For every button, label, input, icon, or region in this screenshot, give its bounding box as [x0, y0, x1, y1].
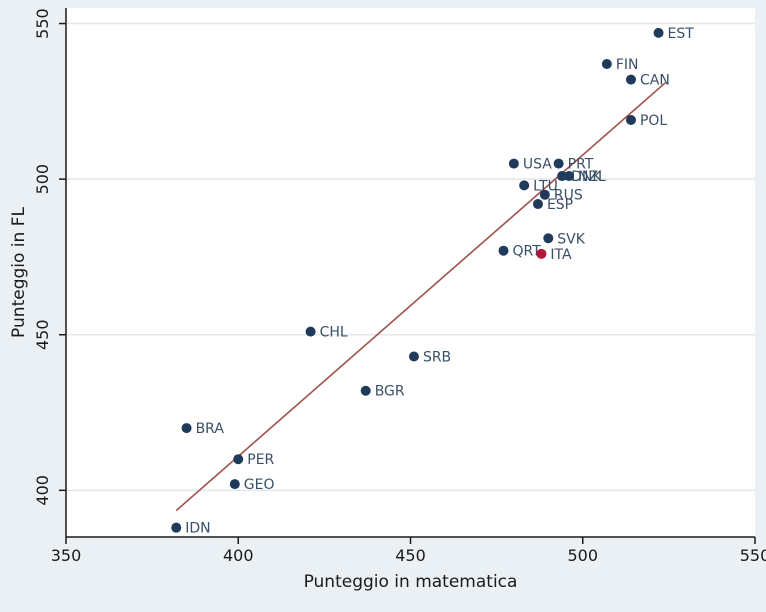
point-nzl: [563, 171, 574, 182]
y-tick-label: 400: [33, 475, 52, 506]
point-prt: [553, 158, 564, 169]
point-label-can: CAN: [640, 73, 670, 89]
point-label-dnk: DNK: [571, 169, 602, 185]
point-label-usa: USA: [523, 157, 552, 173]
point-per: [233, 454, 244, 465]
point-label-ita: ITA: [550, 247, 572, 263]
fit-line: [175, 82, 666, 512]
point-ita: [536, 248, 547, 259]
point-label-ltu: LTU: [533, 178, 558, 194]
point-geo: [229, 479, 240, 490]
point-label-per: PER: [247, 452, 274, 468]
plot-area: [66, 8, 755, 537]
x-tick-label: 350: [51, 546, 82, 565]
point-dnk: [557, 171, 568, 182]
point-idn: [171, 522, 182, 533]
gridlines: [66, 22, 755, 492]
point-usa: [508, 158, 519, 169]
point-qrt: [498, 245, 509, 256]
y-tick-label: 550: [33, 8, 52, 39]
point-label-chl: CHL: [320, 325, 348, 341]
x-axis-title: Punteggio in matematica: [304, 572, 518, 592]
point-srb: [408, 351, 419, 362]
point-label-prt: PRT: [568, 157, 594, 173]
x-tick-label: 550: [740, 546, 766, 565]
point-label-geo: GEO: [244, 477, 275, 493]
point-fin: [601, 59, 612, 70]
point-label-srb: SRB: [423, 350, 451, 366]
point-label-pol: POL: [640, 113, 667, 129]
y-axis-title: Punteggio in FL: [9, 207, 29, 338]
axes: 350 400 450 500 550 400 450 500 550: [33, 8, 766, 565]
x-tick-label: 500: [567, 546, 598, 565]
point-label-esp: ESP: [547, 197, 573, 213]
point-chl: [305, 326, 316, 337]
point-label-rus: RUS: [554, 188, 583, 204]
point-label-bra: BRA: [196, 421, 225, 437]
point-label-idn: IDN: [185, 521, 210, 537]
point-est: [653, 27, 664, 38]
point-svk: [543, 233, 554, 244]
point-label-fin: FIN: [616, 57, 639, 73]
y-tick-label: 450: [33, 319, 52, 350]
point-rus: [539, 189, 550, 200]
point-esp: [532, 199, 543, 210]
point-bra: [181, 423, 192, 434]
point-ltu: [519, 180, 530, 191]
x-tick-label: 450: [395, 546, 426, 565]
x-tick-label: 400: [223, 546, 254, 565]
point-can: [625, 74, 636, 85]
point-bgr: [360, 385, 371, 396]
point-label-qrt: QRT: [513, 244, 542, 260]
y-tick-label: 500: [33, 164, 52, 195]
point-pol: [625, 115, 636, 126]
point-label-est: EST: [668, 26, 695, 42]
point-label-bgr: BGR: [375, 384, 405, 400]
point-label-nzl: NZL: [578, 169, 606, 185]
fit-line-layer: [175, 82, 666, 512]
point-label-svk: SVK: [557, 231, 585, 247]
